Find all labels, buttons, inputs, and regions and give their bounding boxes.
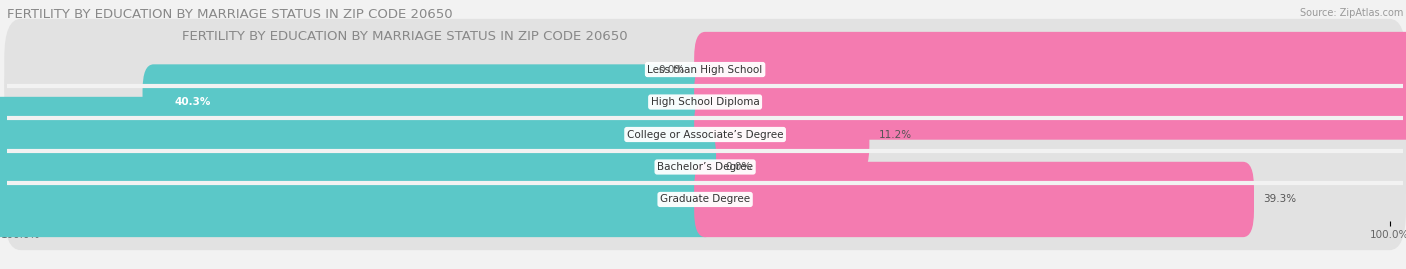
FancyBboxPatch shape [4, 51, 1406, 153]
Text: Bachelor’s Degree: Bachelor’s Degree [657, 162, 754, 172]
FancyBboxPatch shape [0, 162, 716, 237]
FancyBboxPatch shape [695, 64, 1406, 140]
FancyBboxPatch shape [0, 129, 716, 205]
Text: Less than High School: Less than High School [648, 65, 762, 75]
Text: FERTILITY BY EDUCATION BY MARRIAGE STATUS IN ZIP CODE 20650: FERTILITY BY EDUCATION BY MARRIAGE STATU… [181, 30, 627, 43]
FancyBboxPatch shape [4, 84, 1406, 185]
FancyBboxPatch shape [0, 97, 716, 172]
FancyBboxPatch shape [4, 149, 1406, 250]
FancyBboxPatch shape [695, 162, 1254, 237]
Text: 0.0%: 0.0% [658, 65, 685, 75]
Text: Graduate Degree: Graduate Degree [659, 194, 751, 204]
Text: FERTILITY BY EDUCATION BY MARRIAGE STATUS IN ZIP CODE 20650: FERTILITY BY EDUCATION BY MARRIAGE STATU… [7, 8, 453, 21]
Text: High School Diploma: High School Diploma [651, 97, 759, 107]
Text: 40.3%: 40.3% [174, 97, 211, 107]
Text: College or Associate’s Degree: College or Associate’s Degree [627, 129, 783, 140]
FancyBboxPatch shape [4, 116, 1406, 218]
Text: Source: ZipAtlas.com: Source: ZipAtlas.com [1299, 8, 1403, 18]
Text: 0.0%: 0.0% [725, 162, 752, 172]
FancyBboxPatch shape [695, 32, 1406, 107]
Text: 11.2%: 11.2% [879, 129, 912, 140]
Text: 39.3%: 39.3% [1264, 194, 1296, 204]
FancyBboxPatch shape [695, 97, 869, 172]
FancyBboxPatch shape [142, 64, 716, 140]
FancyBboxPatch shape [4, 19, 1406, 120]
